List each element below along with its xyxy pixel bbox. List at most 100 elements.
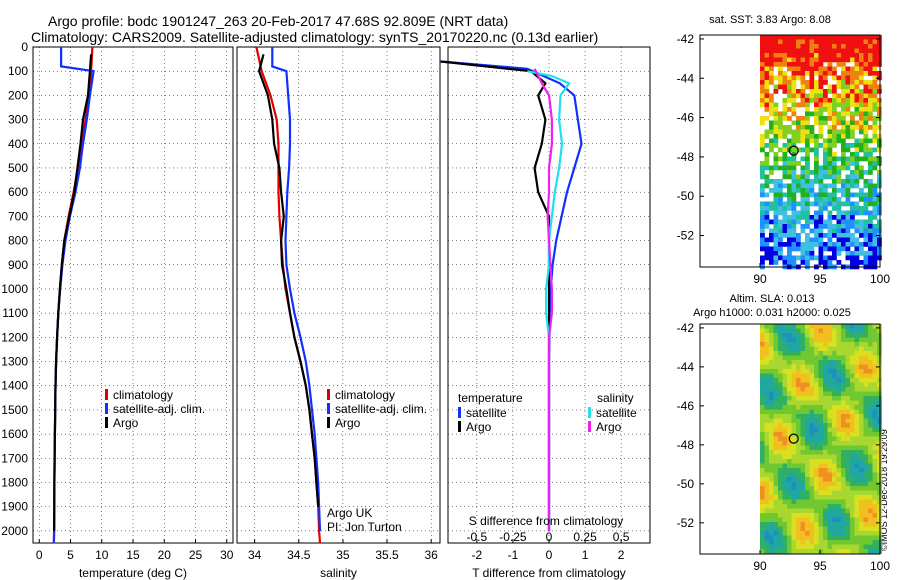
map-cell xyxy=(823,57,828,63)
map-cell xyxy=(850,170,855,175)
map-cell xyxy=(827,481,833,487)
map-cell xyxy=(877,39,882,45)
map-cell xyxy=(814,170,819,175)
map-cell xyxy=(823,495,828,500)
map-cell xyxy=(827,57,833,63)
map-cell xyxy=(769,188,774,193)
legend-label: satellite xyxy=(596,406,637,420)
map-cell xyxy=(782,80,788,85)
map-cell xyxy=(791,89,797,94)
map-cell xyxy=(760,409,765,415)
map-cell xyxy=(814,152,819,157)
map-y-tick-label: -46 xyxy=(677,399,695,413)
map-cell xyxy=(769,405,774,410)
map-cell xyxy=(773,206,779,211)
map-cell xyxy=(805,481,810,487)
map-cell xyxy=(832,206,837,211)
map-cell xyxy=(769,255,774,261)
map-cell xyxy=(791,495,797,500)
map-cell xyxy=(814,450,819,455)
map-cell xyxy=(836,328,842,334)
map-cell xyxy=(872,39,878,45)
map-cell xyxy=(877,156,882,162)
map-cell xyxy=(791,161,797,166)
map-cell xyxy=(841,183,846,189)
map-cell xyxy=(818,432,824,437)
map-cell xyxy=(845,246,851,252)
map-cell xyxy=(832,517,837,523)
map-cell xyxy=(773,251,779,256)
map-cell xyxy=(877,197,882,202)
map-cell xyxy=(778,237,783,243)
map-cell xyxy=(818,116,824,121)
map-cell xyxy=(868,549,873,554)
map-cell xyxy=(760,490,765,496)
map-cell xyxy=(805,98,810,103)
map-cell xyxy=(863,472,869,478)
map-cell xyxy=(877,62,882,67)
map-cell xyxy=(859,219,864,225)
map-cell xyxy=(868,71,873,76)
map-cell xyxy=(823,391,828,397)
map-cell xyxy=(836,409,842,415)
map-cell xyxy=(872,441,878,446)
map-cell xyxy=(818,355,824,361)
map-cell xyxy=(809,93,815,99)
map-cell xyxy=(832,369,837,374)
map-cell xyxy=(823,540,828,545)
map-cell xyxy=(827,463,833,469)
map-cell xyxy=(791,504,797,509)
map-cell xyxy=(764,75,770,81)
map-cell xyxy=(877,400,882,406)
map-cell xyxy=(863,355,869,361)
map-cell xyxy=(850,210,855,216)
map-cell xyxy=(791,53,797,58)
map-cell xyxy=(845,134,851,139)
map-cell xyxy=(818,373,824,379)
map-cell xyxy=(778,233,783,238)
map-cell xyxy=(800,450,806,455)
map-cell xyxy=(872,495,878,500)
y-tick-label: 600 xyxy=(8,185,28,199)
map-cell xyxy=(818,387,824,392)
map-cell xyxy=(760,39,765,45)
map-cell xyxy=(868,517,873,523)
map-cell xyxy=(832,351,837,356)
map-cell xyxy=(845,472,851,478)
map-cell xyxy=(791,427,797,433)
map-cell xyxy=(854,369,860,374)
map-cell xyxy=(863,436,869,442)
map-cell xyxy=(854,206,860,211)
map-cell xyxy=(791,93,797,99)
x-axis-label: temperature (deg C) xyxy=(79,566,187,580)
map-cell xyxy=(868,125,873,130)
map-cell xyxy=(787,396,792,401)
map-cell xyxy=(836,378,842,383)
map-cell xyxy=(854,35,860,40)
map-cell xyxy=(836,360,842,365)
map-cell xyxy=(872,450,878,455)
map-cell xyxy=(845,378,851,383)
map-x-tick-label: 90 xyxy=(753,559,767,573)
map-cell xyxy=(877,224,882,229)
map-cell xyxy=(850,134,855,139)
map-cell xyxy=(782,156,788,162)
map-cell xyxy=(800,129,806,135)
map-cell xyxy=(863,324,869,329)
series-line-argo xyxy=(533,68,554,531)
map-cell xyxy=(863,378,869,383)
map-cell xyxy=(836,165,842,171)
map-cell xyxy=(791,111,797,117)
map-cell xyxy=(805,111,810,117)
x-tick-label: 2 xyxy=(618,548,625,562)
map-cell xyxy=(827,382,833,388)
map-cell xyxy=(818,333,824,338)
map-cell xyxy=(854,540,860,545)
map-cell xyxy=(796,183,801,189)
map-cell xyxy=(764,364,770,370)
map-cell xyxy=(818,531,824,536)
map-cell xyxy=(782,423,788,428)
map-cell xyxy=(877,183,882,189)
map-cell xyxy=(827,531,833,536)
